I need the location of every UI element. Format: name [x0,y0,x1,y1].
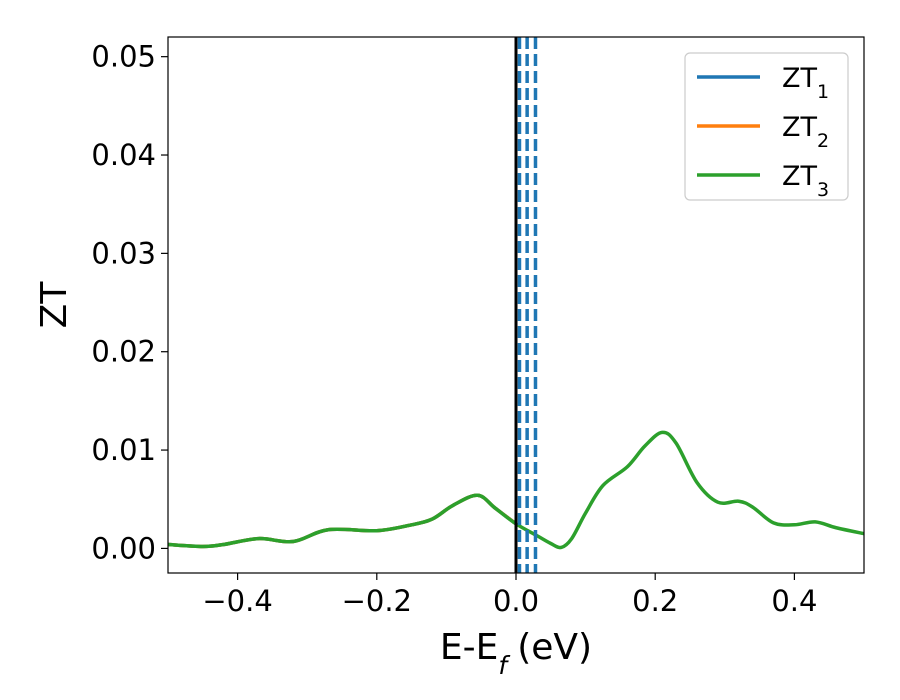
legend-label-zt2: ZT2 [782,112,829,152]
y-axis-title: ZT [34,281,75,329]
x-tick-label: −0.4 [202,584,272,618]
series-line-zt3 [168,430,864,550]
x-tick-label: 0.4 [771,584,817,618]
series-line-zt1 [168,493,518,549]
legend-label-zt3: ZT3 [782,161,829,201]
y-tick-label: 0.02 [91,335,156,369]
legend-label-zt1: ZT1 [782,63,829,103]
y-tick-label: 0.04 [91,138,156,172]
x-tick-label: 0.2 [632,584,678,618]
y-tick-label: 0.01 [91,433,156,467]
legend: ZT1 ZT2 ZT3 [684,52,849,201]
y-tick-label: 0.03 [91,236,156,270]
series-line-zt2 [168,493,518,549]
plot-area [168,37,864,573]
axes: −0.4 −0.2 0.0 0.2 0.4 0.00 0.01 0.02 0.03 0.04 0.0… [91,36,865,618]
x-axis-title: E-Ef (eV) [440,627,592,680]
y-tick-label: 0.00 [91,531,156,565]
x-tick-label: 0.0 [493,584,539,618]
y-tick-label: 0.05 [91,40,156,74]
legend-box [684,52,849,201]
x-tick-label: −0.2 [342,584,412,618]
